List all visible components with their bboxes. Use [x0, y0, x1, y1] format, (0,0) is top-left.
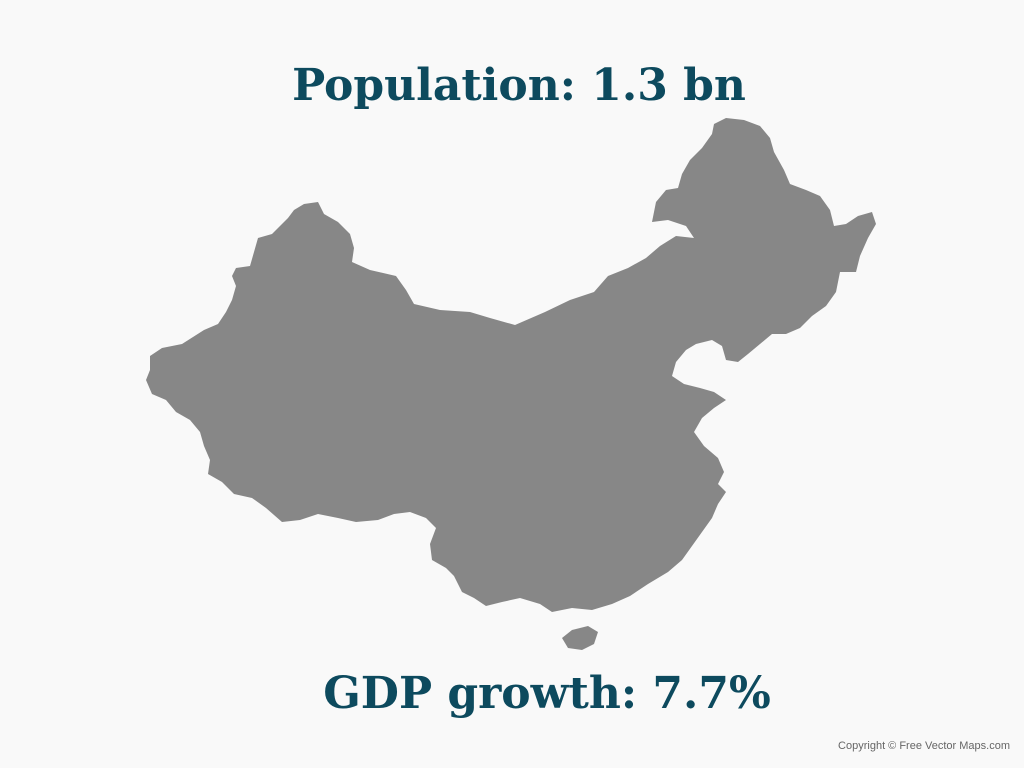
population-headline: Population: 1.3 bn: [292, 60, 746, 111]
hainan-island: [562, 626, 598, 650]
gdp-growth-headline: GDP growth: 7.7%: [323, 668, 771, 719]
copyright-notice: Copyright © Free Vector Maps.com: [838, 740, 1010, 752]
china-landmass: [146, 118, 876, 612]
